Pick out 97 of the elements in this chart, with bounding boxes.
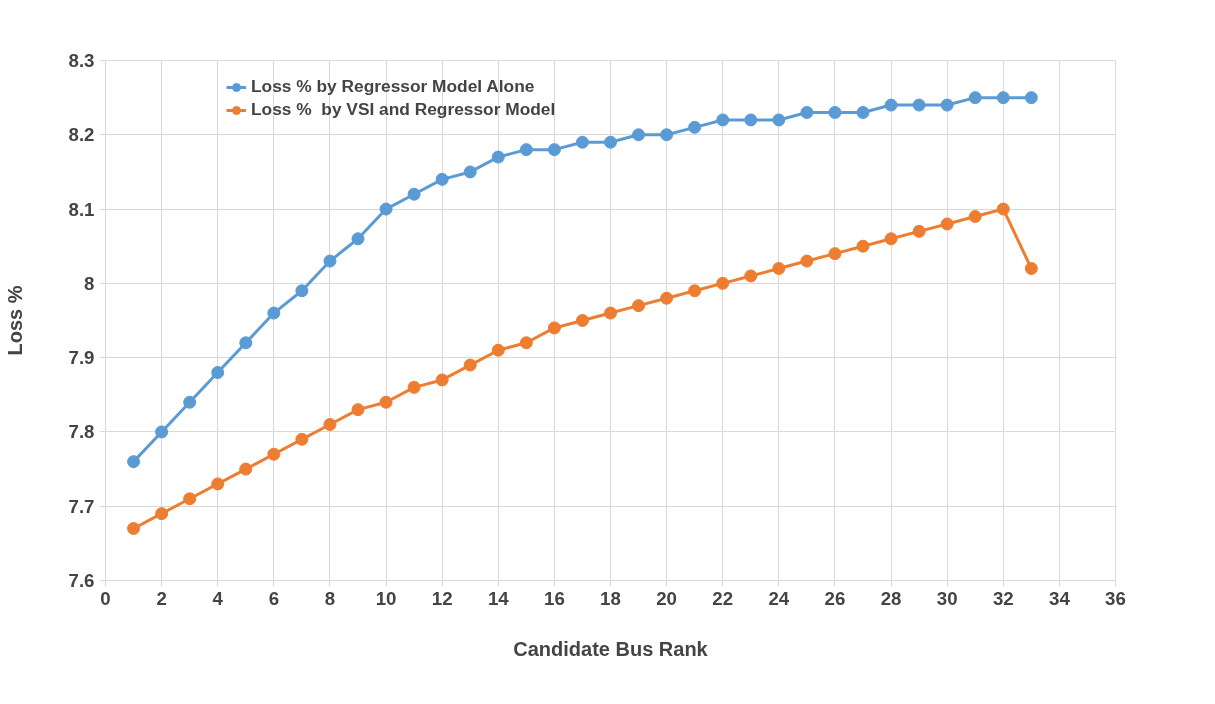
y-tick-label: 7.9	[68, 347, 95, 369]
point	[828, 106, 842, 119]
legend-label: Loss % by Regressor Model Alone	[251, 76, 535, 97]
point	[912, 98, 926, 112]
legend-label: Loss % by VSI and Regressor Model	[251, 99, 556, 120]
point	[828, 247, 842, 261]
point	[491, 150, 505, 164]
x-tick-label: 8	[324, 587, 336, 609]
y-tick-label: 8	[84, 272, 95, 294]
point	[884, 232, 898, 246]
y-axis-title: Loss %	[3, 285, 26, 356]
point	[1024, 262, 1038, 275]
x-tick-label: 18	[600, 587, 621, 609]
point	[127, 455, 141, 469]
point	[660, 291, 674, 305]
point	[407, 187, 421, 201]
point	[884, 98, 898, 112]
y-tick-label: 7.8	[68, 421, 95, 443]
point	[716, 113, 730, 127]
point	[604, 306, 617, 320]
x-tick-label: 36	[1105, 587, 1126, 609]
point	[547, 321, 561, 335]
point	[519, 143, 533, 157]
point	[575, 135, 589, 149]
point	[323, 418, 337, 431]
point	[800, 106, 814, 119]
x-tick-label: 20	[656, 587, 677, 609]
x-tick-label: 4	[212, 587, 224, 609]
x-tick-label: 26	[824, 587, 846, 609]
point	[323, 254, 337, 268]
x-tick-label: 34	[1049, 587, 1071, 609]
point	[800, 254, 814, 268]
point	[632, 128, 646, 142]
point	[267, 306, 281, 320]
point	[856, 239, 870, 253]
point	[463, 358, 477, 372]
y-tick-label: 7.7	[68, 495, 95, 517]
point	[183, 395, 197, 409]
x-axis-title: Candidate Bus Rank	[513, 637, 709, 660]
point	[856, 106, 870, 119]
point	[155, 425, 169, 439]
x-tick-label: 16	[544, 587, 565, 609]
point	[435, 172, 449, 186]
point	[968, 210, 982, 223]
x-tick-label: 14	[487, 587, 510, 609]
y-tick-label: 7.6	[68, 570, 95, 591]
point	[968, 91, 982, 105]
point	[183, 492, 197, 506]
point	[127, 522, 141, 535]
y-tick-label: 8.3	[68, 50, 95, 71]
x-tick-label: 6	[268, 587, 280, 609]
point	[1024, 91, 1038, 105]
point	[744, 269, 758, 283]
point	[295, 432, 309, 446]
point	[772, 262, 786, 275]
point	[744, 113, 758, 127]
point	[688, 284, 702, 298]
point	[547, 143, 561, 157]
point	[239, 336, 253, 350]
x-tick-label: 32	[992, 587, 1014, 609]
point	[211, 366, 225, 379]
point	[295, 284, 309, 298]
point	[351, 232, 365, 246]
point	[211, 477, 225, 491]
point	[912, 224, 926, 238]
point	[575, 314, 589, 327]
point	[239, 462, 253, 476]
x-tick-label: 12	[431, 587, 453, 609]
x-tick-label: 28	[880, 587, 902, 609]
point	[435, 373, 449, 387]
point	[940, 98, 954, 112]
point	[660, 128, 674, 142]
point	[463, 165, 477, 179]
point	[379, 202, 393, 216]
point	[716, 276, 730, 290]
point	[940, 217, 954, 231]
point	[407, 380, 421, 394]
point	[155, 507, 169, 521]
x-tick-label: 30	[936, 587, 958, 609]
point	[996, 91, 1010, 105]
point	[519, 336, 533, 350]
point	[996, 202, 1010, 216]
point	[632, 299, 646, 313]
x-tick-label: 0	[100, 587, 111, 609]
point	[688, 120, 702, 134]
x-tick-label: 10	[375, 587, 397, 609]
y-tick-label: 8.2	[68, 124, 95, 146]
x-tick-label: 24	[768, 587, 790, 609]
x-tick-label: 22	[712, 587, 734, 609]
y-tick-label: 8.1	[68, 198, 95, 220]
point	[772, 113, 786, 127]
point	[379, 395, 393, 409]
point	[491, 343, 505, 357]
point	[604, 135, 617, 149]
x-tick-label: 2	[156, 587, 167, 609]
point	[351, 403, 365, 417]
point	[267, 447, 281, 461]
